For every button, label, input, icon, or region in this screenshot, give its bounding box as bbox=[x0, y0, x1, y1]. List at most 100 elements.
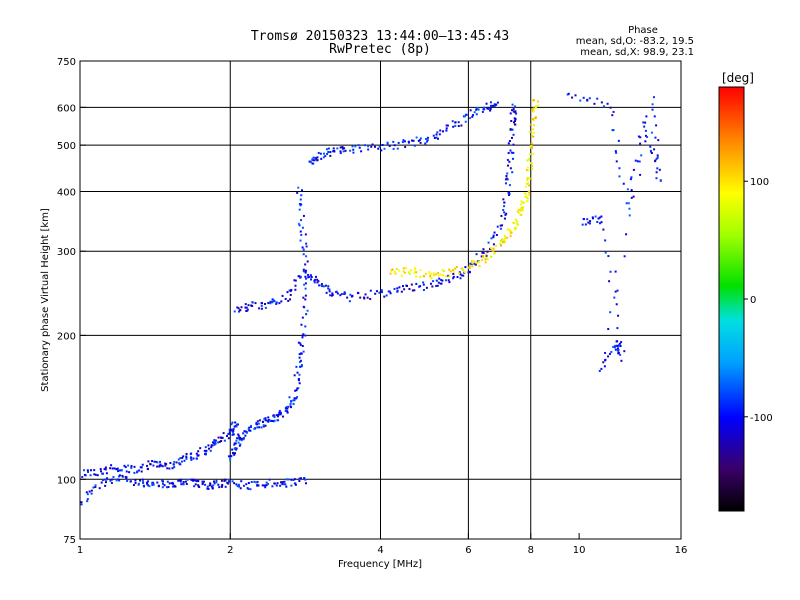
echo-point bbox=[286, 410, 289, 413]
echo-point bbox=[435, 136, 438, 139]
echo-point bbox=[147, 480, 150, 483]
echo-point bbox=[300, 233, 303, 236]
echo-point bbox=[316, 278, 319, 281]
echo-point bbox=[284, 483, 287, 486]
echo-point bbox=[492, 234, 495, 237]
echo-point bbox=[110, 464, 113, 467]
echo-point bbox=[247, 488, 250, 491]
echo-point bbox=[149, 463, 152, 466]
echo-point bbox=[331, 294, 334, 297]
echo-point bbox=[235, 439, 238, 442]
echo-point bbox=[137, 482, 140, 485]
echo-point bbox=[499, 239, 502, 242]
echo-point bbox=[205, 449, 208, 452]
echo-point bbox=[255, 422, 258, 425]
echo-point bbox=[166, 467, 169, 470]
echo-point bbox=[245, 306, 248, 309]
echo-point bbox=[489, 101, 492, 104]
echo-point bbox=[237, 483, 240, 486]
echo-point bbox=[505, 212, 508, 215]
echo-point bbox=[393, 144, 396, 147]
echo-point bbox=[507, 164, 510, 167]
echo-point bbox=[509, 232, 512, 235]
echo-point bbox=[490, 237, 493, 240]
echo-point bbox=[451, 120, 454, 123]
echo-point bbox=[439, 129, 442, 132]
echo-point bbox=[304, 482, 307, 485]
echo-point bbox=[618, 175, 621, 178]
echo-point bbox=[493, 231, 496, 234]
echo-point bbox=[625, 202, 628, 205]
echo-point bbox=[537, 104, 540, 107]
echo-point bbox=[165, 463, 168, 466]
echo-point bbox=[481, 258, 484, 261]
echo-point bbox=[298, 477, 301, 480]
echo-point bbox=[316, 159, 319, 162]
echo-point bbox=[185, 482, 188, 485]
echo-point bbox=[197, 484, 200, 487]
echo-point bbox=[531, 146, 534, 149]
echo-point bbox=[642, 121, 645, 124]
echo-point bbox=[325, 148, 328, 151]
echo-point bbox=[88, 490, 91, 493]
grid bbox=[80, 61, 681, 539]
echo-point bbox=[300, 359, 303, 362]
colorbar-ticks: 100 0 -100 bbox=[744, 177, 773, 424]
echo-point bbox=[486, 250, 489, 253]
echo-point bbox=[503, 211, 506, 214]
echo-point bbox=[484, 261, 487, 264]
echo-point bbox=[328, 290, 331, 293]
echo-point bbox=[301, 336, 304, 339]
echo-point bbox=[280, 300, 283, 303]
echo-point bbox=[209, 483, 212, 486]
echo-point bbox=[407, 141, 410, 144]
echo-point bbox=[309, 161, 312, 164]
echo-point bbox=[288, 289, 291, 292]
echo-point bbox=[298, 360, 301, 363]
echo-point bbox=[534, 116, 537, 119]
echo-point bbox=[525, 195, 528, 198]
echo-point bbox=[507, 191, 510, 194]
echo-point bbox=[520, 200, 523, 203]
echo-point bbox=[246, 308, 249, 311]
echo-point bbox=[239, 487, 242, 490]
echo-point bbox=[535, 105, 538, 108]
echo-point bbox=[279, 412, 282, 415]
echo-point bbox=[294, 483, 297, 486]
echo-point bbox=[349, 149, 352, 152]
echo-point bbox=[311, 162, 314, 165]
echo-point bbox=[426, 139, 429, 142]
echo-point bbox=[658, 168, 661, 171]
echo-point bbox=[473, 262, 476, 265]
echo-point bbox=[273, 419, 276, 422]
echo-point bbox=[234, 442, 237, 445]
echo-point bbox=[596, 220, 599, 223]
echo-point bbox=[454, 121, 457, 124]
echo-point bbox=[526, 177, 529, 180]
echo-point bbox=[262, 420, 265, 423]
echo-point bbox=[464, 120, 467, 123]
echo-point bbox=[441, 279, 444, 282]
echo-point bbox=[496, 225, 499, 228]
echo-point bbox=[485, 254, 488, 257]
echo-point bbox=[452, 125, 455, 128]
echo-point bbox=[639, 142, 642, 145]
echo-point bbox=[618, 344, 621, 347]
echo-point bbox=[179, 480, 182, 483]
echo-point bbox=[294, 279, 297, 282]
echo-point bbox=[617, 139, 620, 142]
echo-point bbox=[293, 399, 296, 402]
echo-point bbox=[468, 264, 471, 267]
echo-point bbox=[161, 465, 164, 468]
echo-point bbox=[473, 260, 476, 263]
echo-point bbox=[644, 134, 647, 137]
echo-point bbox=[304, 282, 307, 285]
echo-point bbox=[305, 313, 308, 316]
echo-point bbox=[455, 266, 458, 269]
echo-point bbox=[358, 146, 361, 149]
echo-point bbox=[653, 115, 656, 118]
echo-point bbox=[489, 109, 492, 112]
echo-point bbox=[422, 288, 425, 291]
echo-point bbox=[582, 96, 585, 99]
echo-point bbox=[83, 473, 86, 476]
